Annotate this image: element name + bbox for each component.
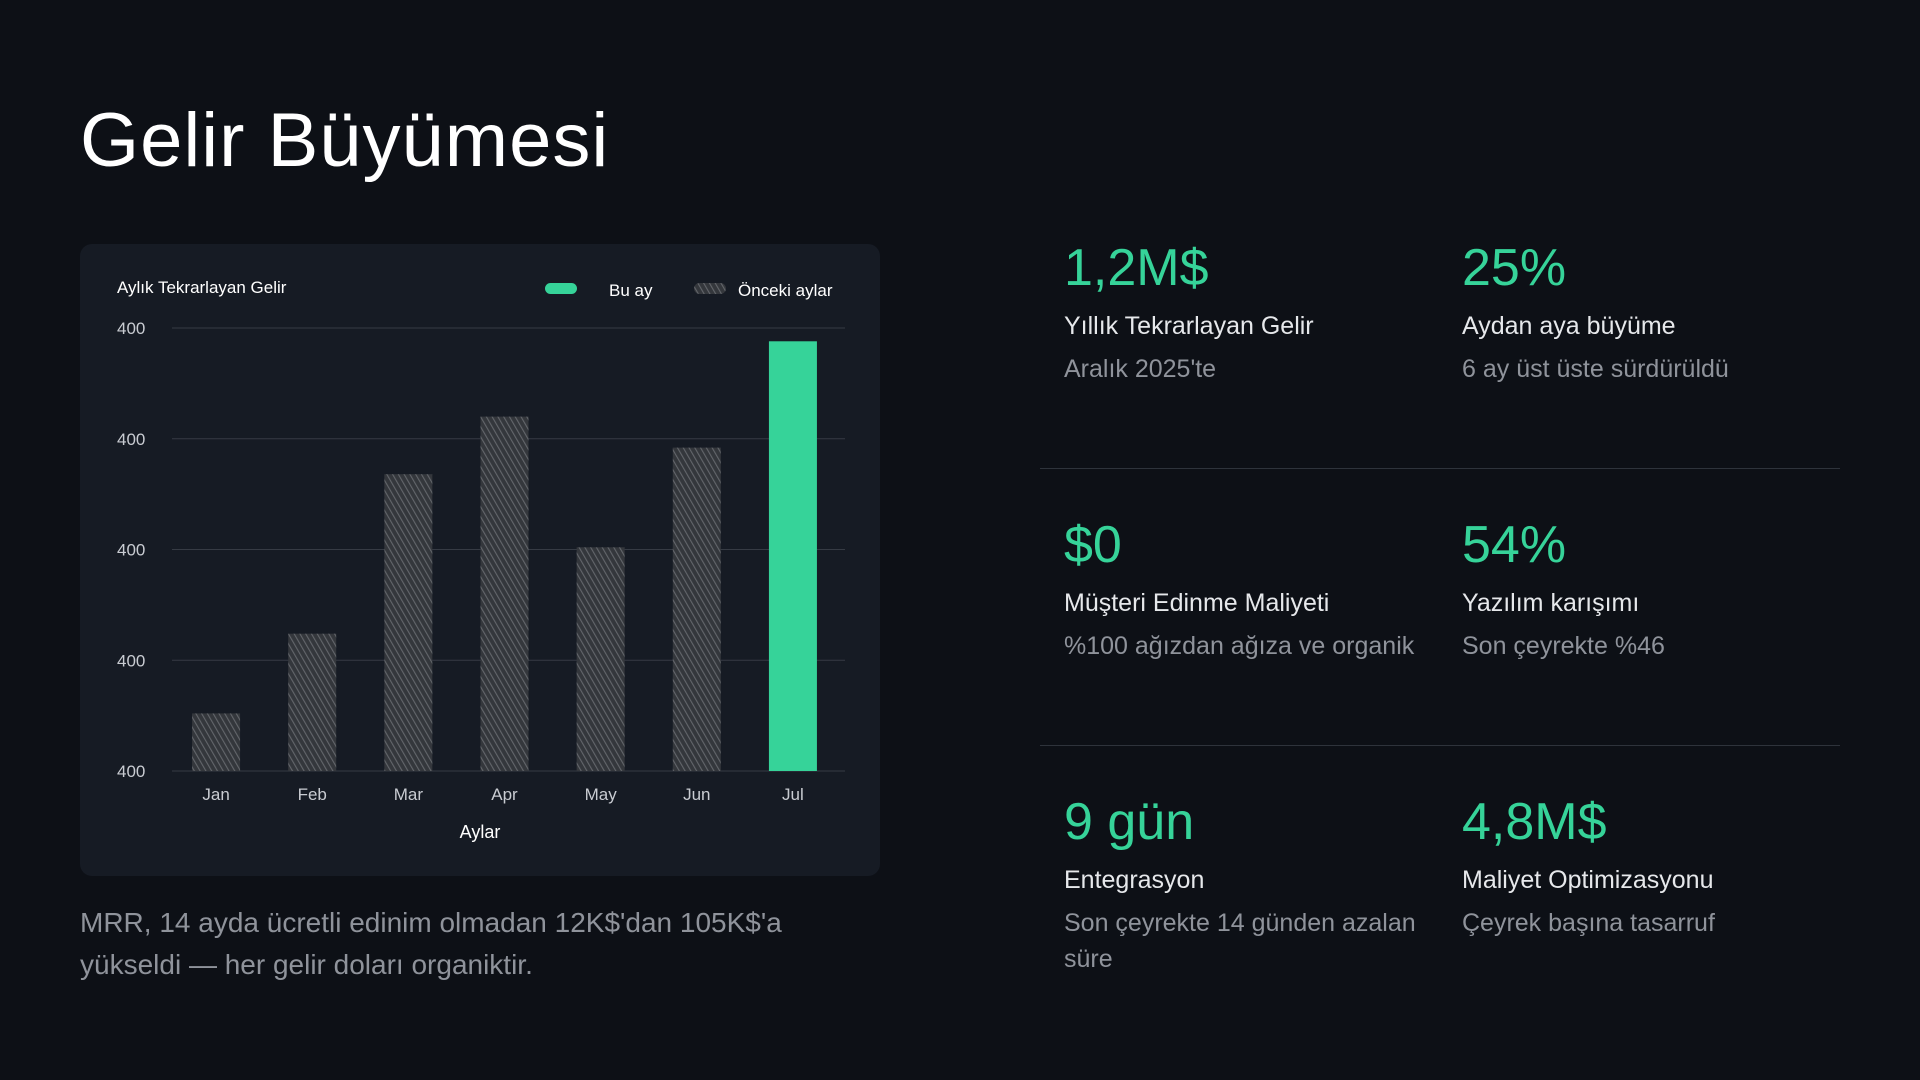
- y-tick-label: 400: [117, 651, 145, 670]
- metrics-grid: 1,2M$ Yıllık Tekrarlayan Gelir Aralık 20…: [1040, 239, 1840, 1022]
- metric-label: Yazılım karışımı: [1462, 589, 1640, 618]
- bar-jan: [192, 713, 241, 771]
- bar-jun: [672, 447, 721, 771]
- legend-label-current: Bu ay: [609, 281, 653, 300]
- metrics-row: $0 Müşteri Edinme Maliyeti %100 ağızdan …: [1040, 468, 1840, 745]
- metric-subtext: Aralık 2025'te: [1064, 355, 1217, 384]
- metric-value: 4,8M$: [1462, 793, 1607, 851]
- chart-card: Aylık Tekrarlayan Gelir Bu ay Önceki ayl…: [80, 244, 880, 876]
- bar-feb: [288, 633, 337, 771]
- y-tick-label: 400: [117, 319, 145, 338]
- bar-jul: [768, 341, 817, 771]
- x-axis-label: Aylar: [460, 822, 501, 842]
- metrics-row: 1,2M$ Yıllık Tekrarlayan Gelir Aralık 20…: [1040, 239, 1840, 468]
- metric-label: Yıllık Tekrarlayan Gelir: [1064, 312, 1314, 341]
- x-tick-label: Jan: [202, 785, 229, 804]
- metric-value: 25%: [1462, 239, 1567, 297]
- legend-label-previous: Önceki aylar: [738, 281, 833, 300]
- metric-software-mix: 54% Yazılım karışımı Son çeyrekte %46: [1438, 516, 1836, 745]
- bar-may: [576, 547, 625, 771]
- chart-title: Aylık Tekrarlayan Gelir: [117, 278, 287, 297]
- metric-label: Müşteri Edinme Maliyeti: [1064, 589, 1330, 618]
- metric-arr: 1,2M$ Yıllık Tekrarlayan Gelir Aralık 20…: [1040, 239, 1438, 468]
- x-tick-label: Jul: [782, 785, 804, 804]
- y-tick-label: 400: [117, 762, 145, 781]
- metric-cost-optimization: 4,8M$ Maliyet Optimizasyonu Çeyrek başın…: [1438, 793, 1836, 1022]
- x-tick-label: Jun: [683, 785, 710, 804]
- metric-value: $0: [1064, 516, 1122, 574]
- metric-cac: $0 Müşteri Edinme Maliyeti %100 ağızdan …: [1040, 516, 1438, 745]
- bar-apr: [480, 416, 529, 771]
- metric-subtext: 6 ay üst üste sürdürüldü: [1462, 355, 1729, 384]
- metrics-row: 9 gün Entegrasyon Son çeyrekte 14 günden…: [1040, 745, 1840, 1022]
- metric-subtext: Son çeyrekte %46: [1462, 632, 1665, 661]
- metric-subtext: Çeyrek başına tasarruf: [1462, 909, 1715, 938]
- metric-label: Entegrasyon: [1064, 866, 1205, 895]
- metric-value: 54%: [1462, 516, 1567, 574]
- x-tick-label: Mar: [394, 785, 424, 804]
- metric-subtext: %100 ağızdan ağıza ve organik: [1064, 632, 1415, 661]
- metric-mom-growth: 25% Aydan aya büyüme 6 ay üst üste sürdü…: [1438, 239, 1836, 468]
- metric-subtext: Son çeyrekte 14 günden azalan süre: [1064, 909, 1416, 974]
- page-title: Gelir Büyümesi: [80, 98, 610, 183]
- metric-value: 9 gün: [1064, 793, 1195, 851]
- legend-swatch-current: [545, 283, 577, 294]
- y-tick-label: 400: [117, 430, 145, 449]
- metric-integration: 9 gün Entegrasyon Son çeyrekte 14 günden…: [1040, 793, 1438, 1022]
- y-tick-label: 400: [117, 541, 145, 560]
- bar-mar: [384, 474, 433, 771]
- metric-value: 1,2M$: [1064, 239, 1209, 297]
- bar-chart: Aylık Tekrarlayan Gelir Bu ay Önceki ayl…: [117, 278, 845, 842]
- metric-label: Aydan aya büyüme: [1462, 312, 1676, 341]
- chart-caption: MRR, 14 ayda ücretli edinim olmadan 12K$…: [80, 907, 782, 980]
- x-tick-label: May: [585, 785, 618, 804]
- x-tick-label: Feb: [298, 785, 327, 804]
- x-tick-label: Apr: [491, 785, 518, 804]
- metric-label: Maliyet Optimizasyonu: [1462, 866, 1714, 895]
- legend-swatch-previous: [694, 283, 726, 294]
